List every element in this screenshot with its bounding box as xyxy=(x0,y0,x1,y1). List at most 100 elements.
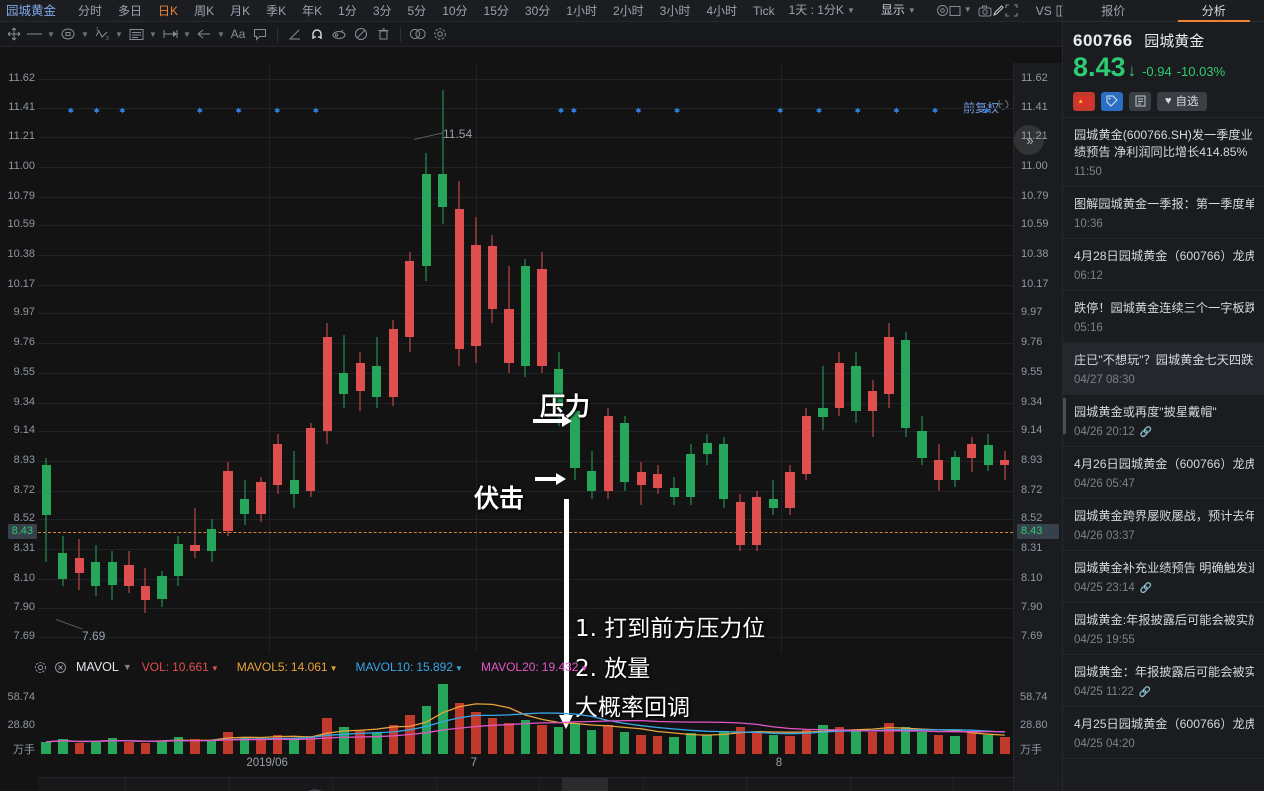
layout-icon[interactable] xyxy=(949,0,961,22)
chevron-down-icon[interactable]: ▼ xyxy=(149,29,157,39)
period-tab-分时[interactable]: 分时 xyxy=(78,3,103,18)
close-icon[interactable] xyxy=(50,657,70,677)
period-tab-1分[interactable]: 1分 xyxy=(338,3,357,18)
price-plot[interactable]: 11.54 7.69 xyxy=(38,63,1013,653)
chevron-down-icon[interactable]: ▼ xyxy=(47,29,55,39)
event-marker[interactable] xyxy=(558,107,564,114)
period-tab-2小时[interactable]: 2小时 xyxy=(612,3,644,18)
settings-icon[interactable] xyxy=(429,22,451,47)
event-marker[interactable] xyxy=(274,107,281,114)
event-marker[interactable] xyxy=(235,107,242,114)
chevron-down-icon[interactable]: ▼ xyxy=(329,664,338,673)
event-marker[interactable] xyxy=(816,107,822,114)
chevron-down-icon[interactable]: ▼ xyxy=(580,664,589,673)
overview-selection[interactable]: ← → xyxy=(562,778,608,791)
fullscreen-icon[interactable] xyxy=(1005,0,1018,22)
period-tab-10分[interactable]: 10分 xyxy=(442,3,468,18)
event-marker[interactable] xyxy=(196,107,203,114)
tab-报价[interactable]: 报价 xyxy=(1101,4,1126,18)
toolbar-symbol-name[interactable]: 园城黄金 xyxy=(6,3,57,18)
volume-legend-item[interactable]: VOL: 10.661 ▼ xyxy=(142,660,219,674)
event-marker[interactable] xyxy=(854,107,861,114)
doc-icon[interactable] xyxy=(1129,91,1151,111)
event-marker[interactable] xyxy=(983,107,990,114)
price-axis-right[interactable]: 11.62 11.41 11.21 11.00 10.79 10.59 10.38 10.17… xyxy=(1013,63,1062,791)
news-item[interactable]: 园城黄金补充业绩预告 明确触发退市风险警示 04/25 23:14🔗 xyxy=(1063,551,1264,603)
chevron-down-icon[interactable]: ▼ xyxy=(217,29,225,39)
price-axis-left[interactable]: 11.62 11.41 11.21 11.00 10.79 10.59 10.38 10.17… xyxy=(0,63,38,653)
chevron-down-icon[interactable]: ▼ xyxy=(183,29,191,39)
trash-icon[interactable] xyxy=(372,22,394,47)
event-marker[interactable] xyxy=(67,107,74,114)
vs-icon[interactable]: VS xyxy=(1035,3,1052,18)
lock-icon[interactable] xyxy=(328,22,350,47)
chevron-down-icon[interactable]: ▼ xyxy=(963,5,972,14)
volume-indicator-name[interactable]: MAVOL xyxy=(76,660,119,674)
target-icon[interactable] xyxy=(936,0,949,22)
tab-分析[interactable]: 分析 xyxy=(1164,0,1264,22)
news-item[interactable]: 4月25日园城黄金（600766）龙虎榜数据 04/25 04:20 xyxy=(1063,707,1264,759)
period-tab-1小时[interactable]: 1小时 xyxy=(566,3,597,18)
comment-icon[interactable] xyxy=(249,22,271,47)
move-icon[interactable] xyxy=(4,22,23,47)
event-marker[interactable] xyxy=(635,107,642,114)
event-marker[interactable] xyxy=(893,107,900,114)
settings-icon[interactable] xyxy=(30,657,50,677)
news-item[interactable]: 庄已"不想玩"？园城黄金七天四跌停 04/27 08:30 xyxy=(1063,342,1264,395)
event-marker[interactable] xyxy=(674,107,681,114)
chevron-down-icon[interactable]: ▼ xyxy=(81,29,89,39)
event-marker[interactable] xyxy=(93,107,100,114)
volume-legend-item[interactable]: MAVOL10: 15.892 ▼ xyxy=(356,660,463,674)
arrow-icon[interactable] xyxy=(193,22,215,47)
angle-icon[interactable] xyxy=(284,22,306,47)
news-item[interactable]: 园城黄金(600766.SH)发一季度业绩预告 净利润同比增长414.85% 11… xyxy=(1063,118,1264,187)
period-tab-3小时[interactable]: 3小时 xyxy=(659,3,691,18)
pencil-icon[interactable] xyxy=(992,0,1005,22)
period-tab-5分[interactable]: 5分 xyxy=(407,3,427,18)
visibility-icon[interactable] xyxy=(407,22,429,47)
event-marker[interactable] xyxy=(119,107,126,114)
display-menu[interactable]: 显示 ▼ xyxy=(875,0,922,23)
compare-period-select[interactable]: 1天 : 1分K ▼ xyxy=(783,0,861,23)
period-tab-15分[interactable]: 15分 xyxy=(483,3,509,18)
period-tab-30分[interactable]: 30分 xyxy=(524,3,551,18)
range-overview[interactable]: ← → xyxy=(38,777,1058,791)
font-icon[interactable]: Aa xyxy=(230,27,246,41)
news-item[interactable]: 4月26日园城黄金（600766）龙虎榜数据 04/26 05:47 xyxy=(1063,447,1264,499)
adjust-mode-label[interactable]: 前复权 xyxy=(962,101,999,115)
scrollbar[interactable] xyxy=(1063,398,1066,434)
add-to-watchlist-button[interactable]: ♥ 自选 xyxy=(1157,91,1207,111)
news-item[interactable]: 4月28日园城黄金（600766）龙虎榜数据 06:12 xyxy=(1063,239,1264,291)
period-tab-多日[interactable]: 多日 xyxy=(118,3,143,18)
flag-icon[interactable]: ★ xyxy=(1073,91,1095,111)
period-tab-季K[interactable]: 季K xyxy=(266,3,287,18)
event-marker[interactable] xyxy=(312,107,319,114)
period-tab-月K[interactable]: 月K xyxy=(230,3,251,18)
chevron-down-icon[interactable]: ▼ xyxy=(115,29,123,39)
undo-icon[interactable] xyxy=(994,95,1010,111)
news-item[interactable]: 跌停！园城黄金连续三个一字板跌停 游资出逃 05:16 xyxy=(1063,291,1264,343)
period-tab-3分[interactable]: 3分 xyxy=(372,3,392,18)
period-tab-周K[interactable]: 周K xyxy=(194,3,215,18)
volume-legend-item[interactable]: MAVOL20: 19.432 ▼ xyxy=(481,660,588,674)
news-item[interactable]: 园城黄金：年报披露后可能会被实施退市风险... 04/25 11:22🔗 xyxy=(1063,655,1264,707)
period-tab-4小时[interactable]: 4小时 xyxy=(706,3,738,18)
chevron-down-icon[interactable]: ▼ xyxy=(210,664,219,673)
event-marker[interactable] xyxy=(777,107,784,114)
magnet-icon[interactable] xyxy=(306,22,328,47)
chart-area[interactable]: 前复权 11.54 7.69 11.62 11.41 11.21 11.00 10.79 1… xyxy=(0,47,1062,791)
event-marker[interactable] xyxy=(932,107,939,114)
measure-icon[interactable] xyxy=(159,22,181,47)
line-icon[interactable] xyxy=(23,22,45,47)
event-marker[interactable] xyxy=(570,107,577,114)
news-item[interactable]: 园城黄金跨界屡败屡战，预计去年业绩继续亏损 04/26 03:37 xyxy=(1063,499,1264,551)
volume-plot[interactable] xyxy=(38,679,1013,754)
camera-icon[interactable] xyxy=(978,0,992,22)
period-tab-Tick[interactable]: Tick xyxy=(753,3,775,18)
hide-icon[interactable] xyxy=(350,22,372,47)
chevron-down-icon[interactable]: ▼ xyxy=(455,664,463,673)
shape-icon[interactable] xyxy=(57,22,79,47)
chevron-down-icon[interactable]: ▼ xyxy=(122,662,132,672)
news-item[interactable]: 园城黄金或再度"披星戴帽" 04/26 20:12 🔗 xyxy=(1063,395,1264,447)
